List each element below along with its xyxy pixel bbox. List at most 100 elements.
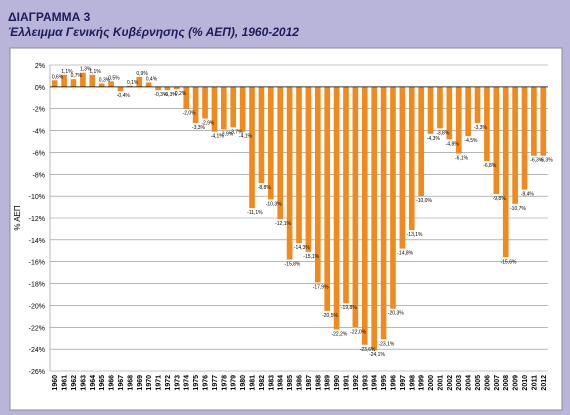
data-label: -20,3%: [388, 311, 404, 317]
y-tick-label: -10%: [29, 194, 45, 201]
bar: [108, 81, 114, 87]
bar: [70, 79, 77, 87]
data-label: -14,8%: [397, 251, 413, 257]
x-tick-label: 1966: [109, 375, 116, 391]
x-tick-label: 1992: [353, 375, 360, 391]
data-label: -23,1%: [378, 341, 394, 347]
x-tick-label: 1985: [287, 375, 294, 391]
data-label: -4,1%: [239, 134, 253, 140]
x-tick-label: 1980: [240, 375, 247, 391]
x-tick-labels: 1960 1961 1962 1963 1964 1965 1966 1967 1968 1969…: [52, 375, 548, 391]
data-label: -4,8%: [446, 141, 460, 147]
data-label: -10,3%: [266, 201, 282, 207]
data-label: -2,0%: [183, 111, 197, 117]
x-tick-label: 1963: [80, 375, 87, 391]
data-label: 0,6%: [52, 74, 64, 80]
x-tick-label: 1994: [372, 375, 379, 391]
data-label: 0,7%: [71, 73, 83, 79]
data-label: -24,1%: [369, 352, 385, 358]
bar: [540, 86, 547, 156]
bar: [371, 86, 377, 351]
bar: [239, 86, 246, 132]
bar: [286, 86, 293, 260]
x-tick-label: 1964: [90, 375, 97, 391]
x-tick-label: 1981: [250, 375, 257, 391]
bars: [51, 72, 547, 351]
bar: [324, 86, 331, 311]
x-tick-label: 2012: [541, 375, 548, 391]
bar: [117, 86, 124, 92]
x-tick-label: 1969: [137, 375, 144, 391]
data-label: -22,0%: [350, 329, 366, 335]
bar: [51, 80, 58, 87]
bar: [164, 86, 171, 91]
bar: [183, 86, 190, 109]
y-tick-label: -14%: [29, 238, 45, 245]
x-tick-label: 1979: [231, 375, 238, 391]
data-label: 0,1%: [127, 80, 139, 86]
data-label: 0,5%: [108, 75, 120, 81]
chart-title: Έλλειμμα Γενικής Κυβέρνησης (% ΑΕΠ), 196…: [8, 25, 299, 39]
bar: [80, 72, 86, 87]
x-tick-label: 1982: [259, 375, 266, 391]
x-tick-label: 2004: [466, 375, 473, 391]
data-label: -11,1%: [247, 210, 263, 216]
bar: [352, 86, 359, 328]
bar: [296, 86, 302, 244]
bar: [493, 86, 500, 194]
data-label: -6,3%: [530, 158, 544, 164]
data-label: -6,3%: [540, 158, 554, 164]
data-label: -3,7%: [230, 129, 244, 135]
data-label: -10,7%: [510, 206, 526, 212]
y-tick-label: -20%: [29, 303, 45, 310]
bar: [512, 86, 518, 204]
bar: [502, 86, 509, 258]
y-tick-label: -16%: [29, 260, 45, 267]
y-tick-label: 0%: [35, 85, 45, 92]
bar: [221, 86, 227, 130]
x-tick-label: 1993: [362, 375, 369, 391]
x-tick-label: 1972: [165, 375, 172, 391]
bar: [455, 86, 462, 154]
data-label: -3,9%: [220, 131, 234, 137]
data-labels: 0,6%1,1%0,7%1,3%1,1%0,3%0,5%-0,4%0,1%0,9…: [52, 67, 553, 359]
data-label: -0,3%: [164, 92, 178, 98]
bar: [465, 86, 471, 137]
x-tick-label: 1987: [306, 375, 313, 391]
bar: [418, 86, 424, 197]
bar: [484, 86, 490, 162]
y-tick-label: -18%: [29, 282, 45, 289]
bar: [98, 83, 105, 87]
bar: [333, 86, 340, 330]
x-tick-label: 1975: [193, 375, 200, 391]
bar: [474, 86, 481, 123]
data-label: -4,5%: [464, 138, 478, 144]
x-tick-label: 1983: [268, 375, 275, 391]
data-label: -10,0%: [416, 198, 432, 204]
x-tick-label: 2011: [531, 375, 538, 390]
data-label: -4,3%: [427, 136, 441, 142]
data-label: -15,6%: [501, 259, 517, 265]
y-tick-label: -24%: [29, 347, 45, 354]
y-tick-label: 2%: [35, 63, 45, 70]
chart-heading: ΔΙΑΓΡΑΜΜΑ 3 Έλλειμμα Γενικής Κυβέρνησης …: [8, 10, 299, 40]
data-label: -12,1%: [275, 221, 291, 227]
data-label: -3,3%: [192, 125, 206, 131]
bar: [211, 86, 218, 132]
data-label: -14,3%: [294, 245, 310, 251]
y-axis-label: % ΑΕΠ: [13, 205, 22, 231]
bar: [399, 86, 406, 249]
x-tick-label: 2001: [437, 375, 444, 391]
y-tick-labels: 2% 0% -2% -4% -6% -8% -10% -12% -14% -16% -18% -20%…: [29, 63, 45, 376]
x-tick-label: 1997: [400, 375, 407, 391]
bar: [155, 86, 161, 91]
x-tick-label: 1984: [278, 375, 285, 391]
bar: [89, 74, 96, 87]
x-tick-label: 1991: [343, 375, 350, 391]
bar: [258, 86, 265, 184]
x-tick-label: 1976: [203, 375, 210, 391]
x-tick-label: 1971: [156, 375, 163, 391]
data-label: 1,3%: [80, 67, 92, 73]
x-tick-label: 1986: [297, 375, 304, 391]
bar: [437, 86, 443, 129]
